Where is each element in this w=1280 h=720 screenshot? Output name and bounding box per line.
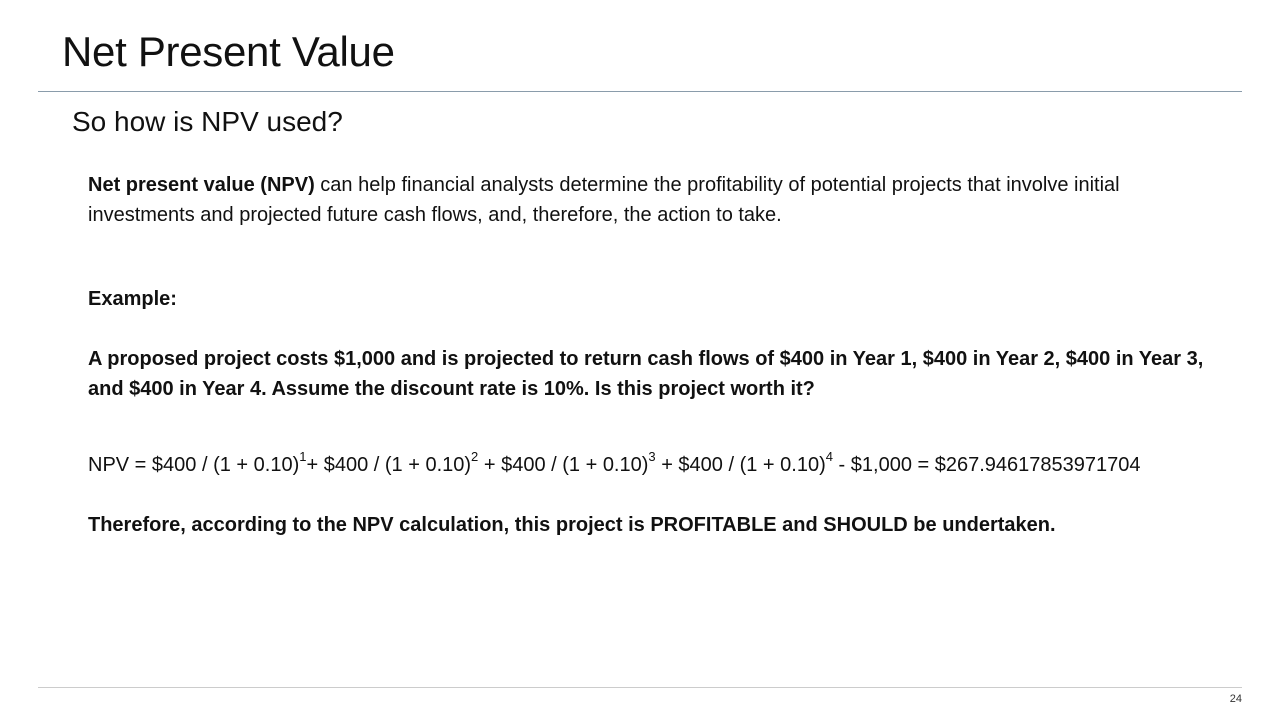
slide-title: Net Present Value bbox=[62, 28, 395, 75]
formula-exponent-4: 4 bbox=[825, 449, 833, 465]
slide-body: Net present value (NPV) can help financi… bbox=[88, 170, 1208, 540]
spacer bbox=[88, 230, 1208, 284]
formula-term-2: + $400 / (1 + 0.10) bbox=[306, 454, 472, 476]
formula-exponent-1: 1 bbox=[299, 449, 307, 465]
formula-term-4: + $400 / (1 + 0.10) bbox=[655, 454, 826, 476]
spacer bbox=[88, 314, 1208, 344]
formula-exponent-3: 3 bbox=[648, 449, 656, 465]
intro-text: can help financial analysts determine th… bbox=[88, 174, 1120, 226]
intro-term: Net present value (NPV) bbox=[88, 174, 315, 196]
formula-term-3: + $400 / (1 + 0.10) bbox=[478, 454, 649, 476]
formula-term-1: NPV = $400 / (1 + 0.10) bbox=[88, 454, 300, 476]
slide-subtitle: So how is NPV used? bbox=[72, 106, 343, 137]
intro-paragraph: Net present value (NPV) can help financi… bbox=[88, 170, 1208, 230]
formula-exponent-2: 2 bbox=[471, 449, 479, 465]
spacer bbox=[88, 480, 1208, 510]
npv-formula: NPV = $400 / (1 + 0.10)1+ $400 / (1 + 0.… bbox=[88, 450, 1208, 480]
conclusion-text: Therefore, according to the NPV calculat… bbox=[88, 514, 1056, 536]
footer-divider bbox=[38, 687, 1242, 688]
example-heading: Example: bbox=[88, 288, 177, 310]
page-number: 24 bbox=[1229, 693, 1242, 705]
formula-result: - $1,000 = $267.94617853971704 bbox=[833, 454, 1141, 476]
title-divider bbox=[38, 91, 1242, 92]
spacer bbox=[88, 404, 1208, 450]
example-problem: A proposed project costs $1,000 and is p… bbox=[88, 348, 1204, 400]
